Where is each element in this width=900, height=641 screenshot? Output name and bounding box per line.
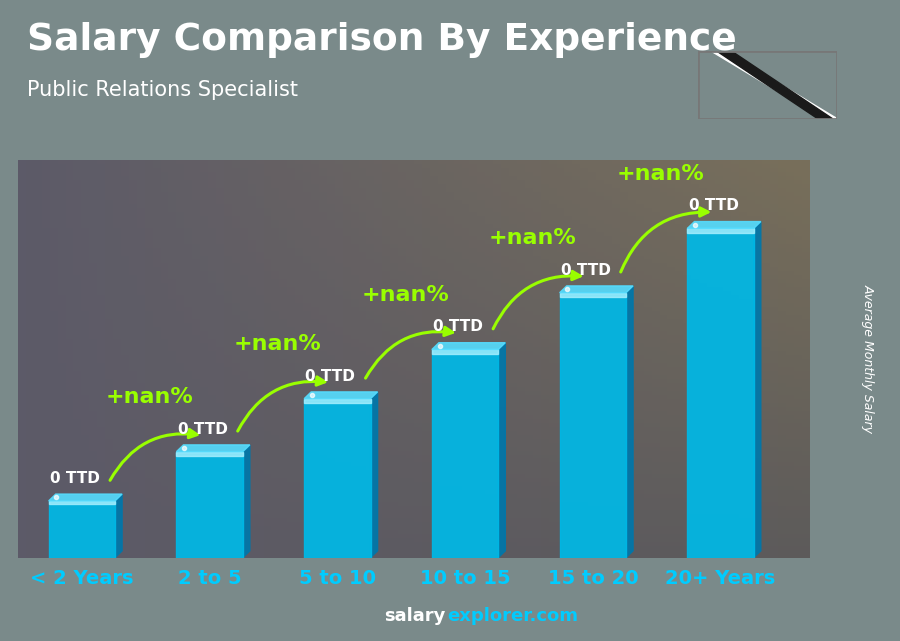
Text: +nan%: +nan% <box>616 163 705 184</box>
Bar <box>49 501 115 558</box>
Text: Public Relations Specialist: Public Relations Specialist <box>27 80 298 100</box>
Bar <box>176 452 243 558</box>
Text: 0 TTD: 0 TTD <box>688 198 739 213</box>
Polygon shape <box>371 392 378 558</box>
Bar <box>688 228 754 558</box>
Text: 0 TTD: 0 TTD <box>50 470 100 486</box>
Bar <box>176 452 243 456</box>
Polygon shape <box>688 222 760 228</box>
Polygon shape <box>626 286 633 558</box>
Text: Salary Comparison By Experience: Salary Comparison By Experience <box>27 22 737 58</box>
Polygon shape <box>243 445 250 558</box>
Text: salary: salary <box>384 607 446 625</box>
Polygon shape <box>432 343 505 349</box>
Text: 0 TTD: 0 TTD <box>177 422 228 437</box>
Polygon shape <box>717 51 833 119</box>
Bar <box>49 501 115 504</box>
Bar <box>560 293 626 558</box>
Bar <box>688 228 754 233</box>
Text: +nan%: +nan% <box>489 228 577 248</box>
Polygon shape <box>49 494 122 501</box>
Polygon shape <box>176 445 250 452</box>
Text: 0 TTD: 0 TTD <box>305 369 356 383</box>
Polygon shape <box>712 51 837 119</box>
Text: Average Monthly Salary: Average Monthly Salary <box>862 285 875 433</box>
Text: +nan%: +nan% <box>361 285 449 305</box>
Bar <box>432 349 499 354</box>
Bar <box>304 399 371 558</box>
Polygon shape <box>304 392 378 399</box>
Polygon shape <box>499 343 505 558</box>
Text: +nan%: +nan% <box>105 387 194 407</box>
Bar <box>304 399 371 403</box>
Text: +nan%: +nan% <box>233 334 321 354</box>
Text: 0 TTD: 0 TTD <box>561 263 611 278</box>
Text: 0 TTD: 0 TTD <box>433 319 483 335</box>
Polygon shape <box>754 222 760 558</box>
Text: explorer.com: explorer.com <box>447 607 579 625</box>
Polygon shape <box>560 286 633 293</box>
Bar <box>432 349 499 558</box>
Bar <box>560 293 626 297</box>
Polygon shape <box>115 494 122 558</box>
